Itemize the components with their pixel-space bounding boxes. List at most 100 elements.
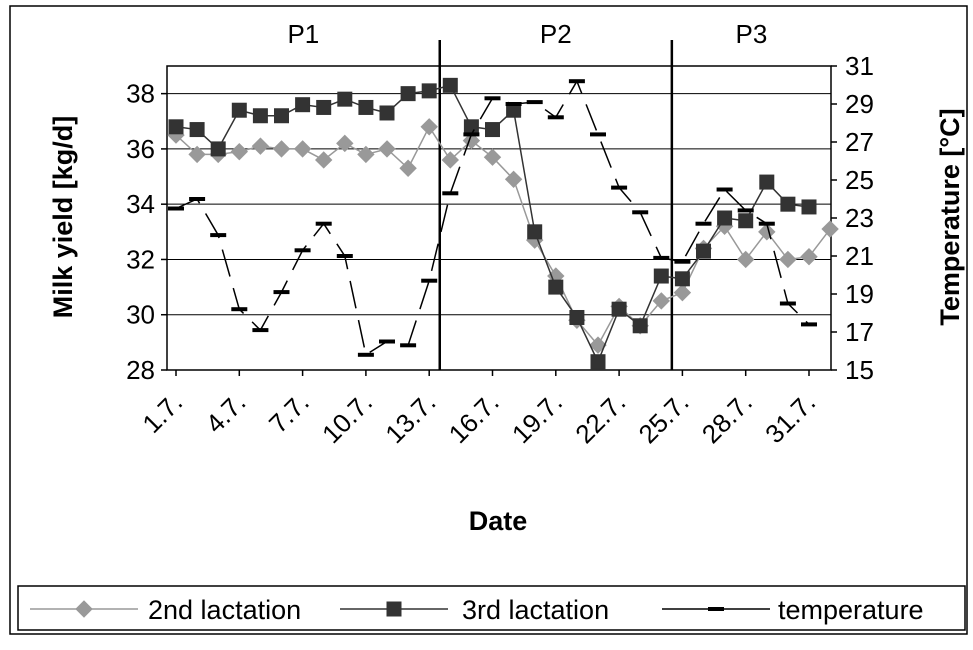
y-axis-label: Milk yield [kg/d] bbox=[48, 116, 78, 319]
data-point bbox=[230, 142, 249, 161]
data-point bbox=[589, 336, 607, 354]
data-point bbox=[399, 159, 417, 177]
data-point bbox=[696, 243, 711, 259]
data-point bbox=[632, 210, 649, 215]
data-point bbox=[547, 115, 564, 120]
data-point bbox=[252, 328, 269, 333]
data-point bbox=[252, 108, 268, 124]
period-label-p1: P1 bbox=[287, 19, 319, 49]
data-point bbox=[780, 196, 796, 212]
y2-tick-label: 31 bbox=[845, 51, 874, 81]
data-point bbox=[527, 224, 543, 240]
data-point bbox=[484, 96, 501, 101]
data-point bbox=[336, 254, 353, 258]
data-point bbox=[337, 91, 353, 107]
data-point bbox=[441, 151, 460, 169]
data-point bbox=[189, 122, 205, 138]
data-point bbox=[758, 223, 776, 241]
data-point bbox=[526, 100, 543, 105]
series-dash bbox=[168, 79, 817, 357]
data-point bbox=[590, 132, 606, 137]
data-point bbox=[737, 208, 754, 213]
legend-label: 2nd lactation bbox=[148, 595, 301, 625]
data-point bbox=[653, 268, 669, 284]
legend-marker bbox=[708, 607, 724, 611]
data-point bbox=[231, 102, 247, 118]
data-point bbox=[294, 248, 311, 253]
data-point bbox=[759, 174, 775, 190]
series-square bbox=[168, 77, 817, 370]
y2-tick-label: 27 bbox=[845, 127, 874, 157]
data-point bbox=[188, 145, 206, 164]
data-point bbox=[463, 132, 480, 137]
data-point bbox=[357, 145, 375, 164]
data-point bbox=[293, 140, 312, 158]
legend-marker bbox=[75, 600, 93, 618]
data-point bbox=[611, 301, 627, 317]
y-tick-label: 38 bbox=[126, 79, 155, 109]
data-point bbox=[315, 221, 332, 226]
data-point bbox=[421, 83, 437, 99]
data-point bbox=[611, 185, 628, 190]
data-point bbox=[274, 108, 289, 124]
data-point bbox=[421, 278, 438, 283]
data-point bbox=[674, 259, 691, 264]
data-point bbox=[779, 301, 796, 306]
data-point bbox=[314, 151, 333, 169]
y-tick-label: 34 bbox=[126, 189, 155, 219]
data-point bbox=[674, 271, 690, 287]
data-point bbox=[632, 318, 648, 334]
data-point bbox=[652, 292, 671, 310]
data-point bbox=[316, 99, 332, 115]
period-label-p2: P2 bbox=[540, 19, 572, 49]
data-point bbox=[485, 122, 500, 138]
y2-tick-label: 17 bbox=[845, 317, 874, 347]
data-point bbox=[168, 206, 184, 211]
y-tick-label: 32 bbox=[126, 244, 155, 274]
data-point bbox=[379, 339, 395, 344]
data-point bbox=[420, 118, 438, 136]
data-point bbox=[758, 221, 775, 226]
y2-axis-label: Temperature [°C] bbox=[935, 108, 965, 325]
legend-marker bbox=[386, 601, 402, 617]
data-point bbox=[736, 250, 755, 269]
data-point bbox=[800, 247, 818, 266]
legend-label: temperature bbox=[778, 595, 924, 625]
y-tick-label: 30 bbox=[126, 300, 155, 330]
data-point bbox=[168, 119, 184, 135]
y2-tick-label: 23 bbox=[845, 203, 874, 233]
data-point bbox=[400, 86, 416, 102]
data-point bbox=[295, 97, 311, 113]
y2-tick-label: 19 bbox=[845, 279, 874, 309]
data-point bbox=[821, 220, 839, 238]
data-point bbox=[504, 170, 523, 189]
y2-tick-label: 15 bbox=[845, 355, 874, 385]
y2-tick-label: 29 bbox=[845, 89, 874, 119]
data-point bbox=[568, 79, 585, 84]
data-point bbox=[717, 210, 733, 226]
y-tick-label: 28 bbox=[126, 355, 155, 385]
period-label-p3: P3 bbox=[736, 19, 768, 49]
data-point bbox=[378, 140, 396, 158]
data-point bbox=[357, 352, 374, 357]
y2-tick-label: 25 bbox=[845, 165, 874, 195]
data-point bbox=[801, 322, 817, 327]
x-axis-label: Date bbox=[469, 506, 528, 536]
legend: 2nd lactation 3rd lactation temperature bbox=[17, 585, 966, 631]
data-point bbox=[210, 233, 227, 238]
data-point bbox=[231, 307, 248, 312]
data-point bbox=[442, 191, 459, 196]
y-tick-label: 36 bbox=[126, 134, 155, 164]
chart-frame bbox=[9, 5, 968, 635]
data-point bbox=[716, 187, 733, 192]
data-point bbox=[779, 250, 797, 269]
legend-box bbox=[17, 585, 966, 631]
data-point bbox=[569, 309, 585, 325]
data-point bbox=[673, 283, 692, 302]
data-point bbox=[463, 119, 479, 135]
data-point bbox=[251, 137, 270, 155]
data-point bbox=[505, 102, 522, 106]
data-point bbox=[272, 140, 291, 158]
